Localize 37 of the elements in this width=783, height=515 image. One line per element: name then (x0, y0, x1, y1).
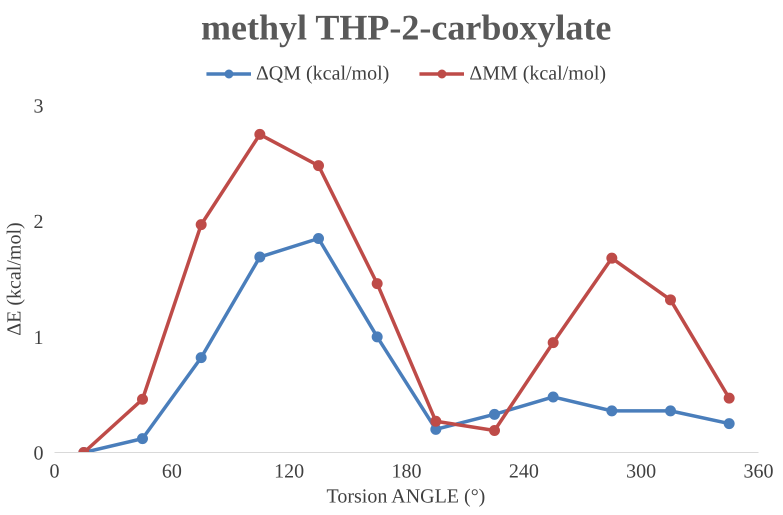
point (606, 405, 618, 416)
point (548, 391, 559, 402)
point (196, 219, 207, 230)
y-tick-label: 3 (34, 96, 44, 118)
y-axis-title: ΔE (kcal/mol) (4, 222, 26, 336)
x-tick-label: 0 (50, 460, 60, 482)
chart-title: methyl THP-2-carboxylate (201, 8, 612, 48)
point (724, 418, 735, 430)
x-tick-label: 300 (626, 460, 656, 482)
point (489, 425, 500, 436)
x-tick-label: 360 (744, 460, 774, 482)
x-axis-title: Torsion ANGLE (°) (326, 486, 486, 508)
point (137, 433, 148, 444)
point (665, 294, 676, 306)
point (137, 394, 148, 405)
x-tick-label: 60 (162, 460, 182, 482)
point (372, 278, 383, 290)
point (724, 392, 735, 404)
legend-label: ΔMM (kcal/mol) (469, 62, 606, 85)
point (254, 252, 266, 263)
point (489, 408, 500, 420)
point (606, 252, 618, 264)
y-tick-label: 2 (34, 211, 44, 234)
x-tick-label: 240 (508, 460, 539, 482)
point (430, 416, 442, 427)
x-tick-label: 180 (392, 460, 422, 482)
y-tick-label: 1 (34, 326, 44, 349)
legend-label: ΔQM (kcal/mol) (256, 62, 390, 85)
point (313, 233, 324, 244)
point (372, 331, 383, 342)
x-tick-label: 120 (274, 460, 304, 482)
point (548, 337, 559, 348)
point (196, 352, 207, 364)
point (313, 160, 324, 172)
point (254, 128, 266, 140)
y-tick-label: 0 (34, 442, 44, 464)
point (665, 405, 676, 416)
